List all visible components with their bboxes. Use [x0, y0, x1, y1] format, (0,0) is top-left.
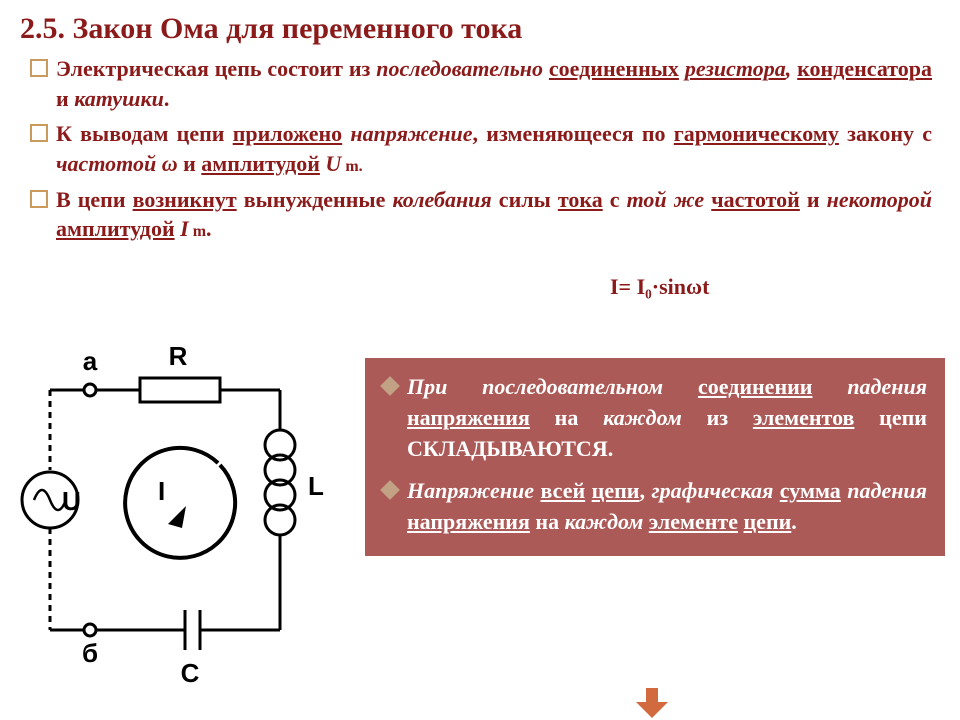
- formula-text: I= I₀·sinωt: [610, 274, 709, 300]
- label-C: C: [181, 658, 200, 688]
- square-bullet-icon: [30, 124, 48, 142]
- info-bullet: Напряжение всей цепи, графическая сумма …: [383, 476, 927, 538]
- info-text: При последовательном соединении падения …: [407, 372, 927, 464]
- label-U: U: [62, 486, 81, 516]
- diamond-bullet-icon: [380, 480, 400, 500]
- circuit-diagram: а R L U I б C: [10, 330, 330, 700]
- label-R: R: [169, 341, 188, 371]
- bullet-item: Электрическая цепь состоит из последоват…: [30, 54, 932, 113]
- bullet-text: В цепи возникнут вынужденные колебания с…: [56, 185, 932, 244]
- arrow-down-icon: [632, 688, 672, 718]
- page-title: 2.5. Закон Ома для переменного тока: [0, 0, 960, 54]
- info-text: Напряжение всей цепи, графическая сумма …: [407, 476, 927, 538]
- square-bullet-icon: [30, 59, 48, 77]
- bullet-text: К выводам цепи приложено напряжение, изм…: [56, 119, 932, 178]
- label-I: I: [158, 476, 165, 506]
- square-bullet-icon: [30, 190, 48, 208]
- bullet-text: Электрическая цепь состоит из последоват…: [56, 54, 932, 113]
- label-b: б: [82, 638, 98, 668]
- diamond-bullet-icon: [380, 376, 400, 396]
- label-a: а: [83, 346, 98, 376]
- bullet-item: К выводам цепи приложено напряжение, изм…: [30, 119, 932, 178]
- bullet-item: В цепи возникнут вынужденные колебания с…: [30, 185, 932, 244]
- info-box: При последовательном соединении падения …: [365, 358, 945, 556]
- label-L: L: [308, 471, 324, 501]
- bullet-list: Электрическая цепь состоит из последоват…: [0, 54, 960, 244]
- info-bullet: При последовательном соединении падения …: [383, 372, 927, 464]
